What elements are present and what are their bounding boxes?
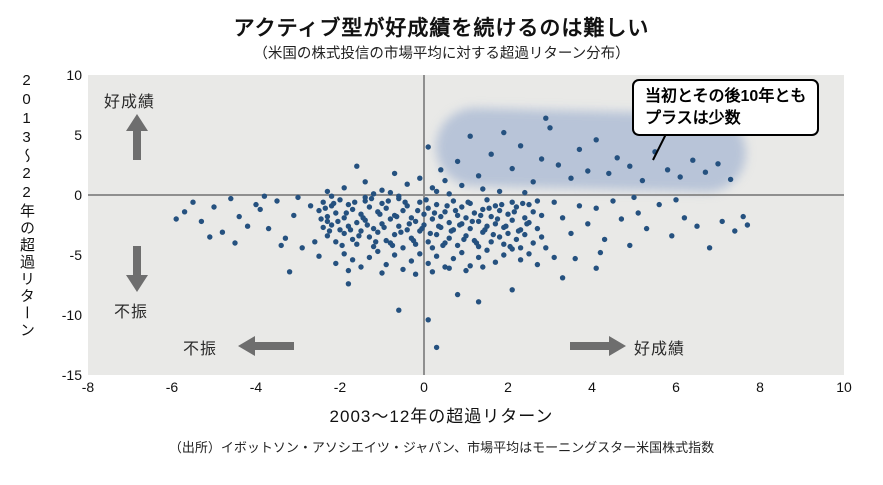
scatter-points <box>173 115 751 351</box>
x-tick-label: 8 <box>756 379 764 395</box>
x-tick-label: 2 <box>504 379 512 395</box>
y-tick-label: -15 <box>61 367 82 383</box>
y-tick-label: 10 <box>66 67 82 83</box>
y-tick-label: 0 <box>74 187 82 203</box>
x-tick-label: 6 <box>672 379 680 395</box>
x-tick-label: -8 <box>81 379 95 395</box>
x-tick-label: -2 <box>333 379 347 395</box>
x-tick-label: 10 <box>836 379 852 395</box>
y-tick-label: -10 <box>61 307 82 323</box>
x-tick-label: 4 <box>588 379 596 395</box>
x-tick-label: 0 <box>420 379 428 395</box>
annot-slump-left: 不振 <box>114 304 149 321</box>
y-tick-label: -5 <box>69 247 82 263</box>
callout-line2: プラスは少数 <box>645 109 741 127</box>
annot-good-bottom: 好成績 <box>634 341 686 358</box>
annot-slump-bottom: 不振 <box>183 341 218 358</box>
x-axis-label: 2003〜12年の超過リターン <box>329 407 554 426</box>
y-tick-label: 5 <box>74 127 82 143</box>
y-axis-label: 2013〜22年の超過リターン <box>18 72 35 339</box>
right-arrow-icon <box>570 336 626 356</box>
callout-line1: 当初とその後10年とも <box>645 88 807 105</box>
y-zero-line <box>88 194 844 196</box>
x-tick-label: -6 <box>165 379 179 395</box>
down-arrow-icon <box>126 246 148 292</box>
chart-subtitle: （米国の株式投信の市場平均に対する超過リターン分布） <box>253 46 630 62</box>
annot-good-top: 好成績 <box>104 94 156 111</box>
callout-box: 当初とその後10年とも プラスは少数 <box>632 79 820 137</box>
source-note: （出所）イボットソン・アソシエイツ・ジャパン、市場平均はモーニングスター米国株式… <box>168 440 715 455</box>
x-tick-label: -4 <box>249 379 263 395</box>
left-arrow-icon <box>238 336 294 356</box>
up-arrow-icon <box>126 114 148 160</box>
chart-title: アクティブ型が好成績を続けるのは難しい <box>233 17 650 40</box>
